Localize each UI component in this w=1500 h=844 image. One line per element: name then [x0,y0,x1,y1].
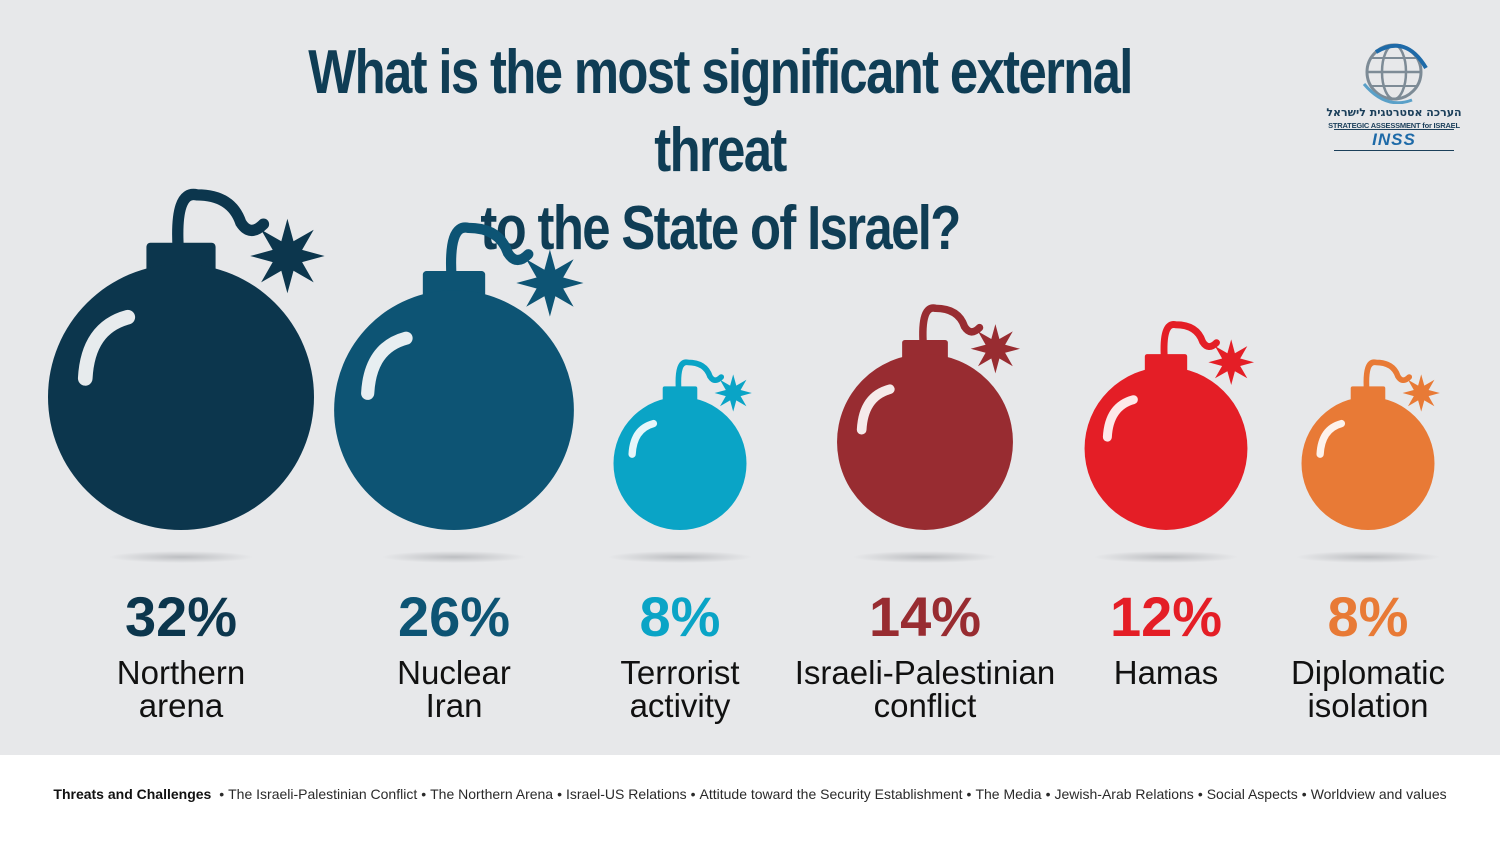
bomb-icon [334,222,584,530]
chart-title-line-1: What is the most significant external th… [308,38,1133,185]
bomb-shadow [608,551,752,563]
footer-separator: • [219,786,225,802]
footer-bar: Threats and Challenges • The Israeli-Pale… [0,755,1500,844]
footer-separator: • [966,786,972,802]
bomb-highlight [361,331,413,400]
footer-topic: The Media [975,786,1042,802]
bomb-shadow [853,551,997,563]
spark-icon [250,218,325,294]
bomb-fuse [1160,321,1220,363]
category-label: Nuclear [397,654,511,691]
footer-topic: Worldview and values [1310,786,1447,802]
category-label: Hamas [1114,654,1219,691]
logo-rule [1334,150,1454,151]
bomb-highlight [856,384,895,435]
bomb-icon [837,304,1020,530]
bomb-highlight [77,309,136,386]
category-label: Diplomatic [1291,654,1445,691]
category-label: isolation [1307,687,1428,724]
spark-icon [970,324,1020,374]
bomb-shadow [1296,551,1440,563]
bomb-shadow [109,551,253,563]
category-label: Northern [117,654,245,691]
bomb-body [1301,397,1435,530]
footer-topic: Social Aspects [1206,786,1298,802]
spark-icon [1402,374,1440,412]
logo-rule [1334,129,1454,130]
bomb-highlight [628,419,658,458]
category-label: conflict [874,687,977,724]
infographic-panel: What is the most significant external th… [0,0,1500,755]
bomb-shadow [382,551,526,563]
spark-icon [1208,339,1254,385]
bomb-icon [1301,359,1440,530]
category-label: Terrorist [620,654,739,691]
value-label: 8% [640,585,721,648]
category-label: arena [139,687,224,724]
bomb-body [837,354,1013,530]
spark-icon [714,374,752,412]
bomb-body [1084,367,1248,530]
value-label: 14% [869,585,981,648]
category-label: activity [630,687,731,724]
footer-topic: The Northern Arena [430,786,554,802]
footer-topic: Jewish-Arab Relations [1054,786,1194,802]
topic-list: Threats and Challenges • The Israeli-Pale… [0,786,1500,802]
chart-title: What is the most significant external th… [244,34,1195,268]
bomb-icon [48,188,325,530]
bomb-icon [613,359,752,530]
bomb-highlight [1102,395,1138,442]
footer-topic: Israel-US Relations [566,786,687,802]
footer-separator: • [1045,786,1051,802]
footer-separator: • [557,786,562,802]
chart-title-line-2: to the State of Israel? [480,194,961,263]
bomb-fuse [675,359,725,394]
logo-brand: INSS [1372,130,1416,149]
footer-separator: • [1197,786,1203,802]
bomb-fuse [1363,359,1413,394]
bomb-body [334,290,574,530]
bomb-body [48,264,314,530]
globe-icon [1362,43,1428,105]
inss-logo: הערכה אסטרטגית לישראל STRATEGIC ASSESSME… [1326,40,1462,152]
bomb-body [613,397,747,530]
footer-separator: • [690,786,696,802]
footer-topic: Attitude toward the Security Establishme… [699,786,963,802]
category-label: Iran [426,687,483,724]
footer-separator: • [1301,786,1307,802]
footer-topic: The Israeli-Palestinian Conflict [228,786,418,802]
logo-hebrew-name: הערכה אסטרטגית לישראל [1326,106,1462,119]
value-label: 26% [398,585,510,648]
bomb-fuse [919,304,984,349]
footer-separator: • [421,786,427,802]
logo-english-name: STRATEGIC ASSESSMENT for ISRAEL [1328,121,1460,130]
value-label: 8% [1328,585,1409,648]
value-label: 32% [125,585,237,648]
spark-icon [516,249,584,317]
bomb-highlight [1316,419,1346,458]
bomb-shadow [1094,551,1238,563]
bomb-fuse [172,188,270,257]
category-label: Israeli-Palestinian [795,654,1055,691]
bomb-fuse [446,222,534,284]
value-label: 12% [1110,585,1222,648]
bomb-icon [1084,321,1254,530]
footer-lead: Threats and Challenges [53,786,212,802]
